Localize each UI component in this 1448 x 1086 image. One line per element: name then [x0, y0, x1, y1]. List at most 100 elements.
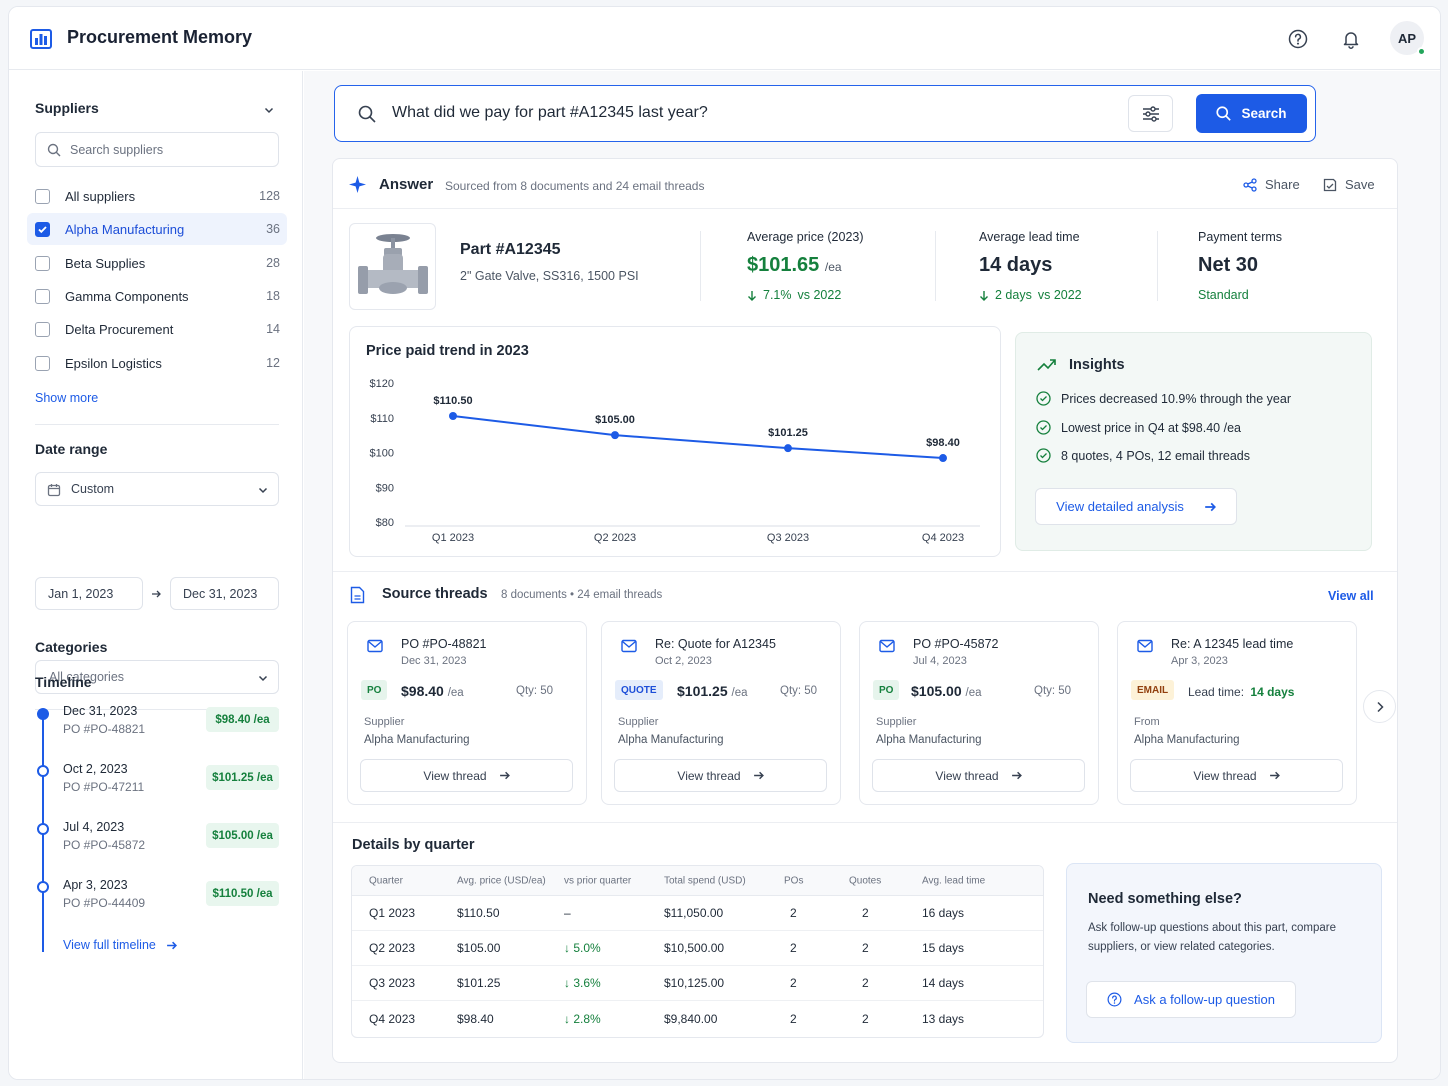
- ask-follow-up-button[interactable]: Ask a follow-up question: [1086, 981, 1296, 1018]
- view-thread-label: View thread: [423, 768, 487, 783]
- thread-price-unit: /ea: [731, 687, 748, 699]
- chart-title: Price paid trend in 2023: [366, 343, 529, 359]
- thread-from-label: From: [1134, 716, 1160, 728]
- divider: [935, 231, 936, 301]
- view-thread-button[interactable]: View thread: [360, 759, 573, 792]
- view-full-timeline-link[interactable]: View full timeline: [63, 938, 177, 952]
- carousel-next-button[interactable]: [1363, 690, 1396, 723]
- x-tick-label: Q1 2023: [432, 532, 474, 544]
- search-suppliers-input[interactable]: Search suppliers: [35, 132, 279, 167]
- view-all-link[interactable]: View all: [1328, 589, 1374, 603]
- view-thread-button[interactable]: View thread: [872, 759, 1085, 792]
- search-input[interactable]: What did we pay for part #A12345 last ye…: [392, 104, 708, 121]
- divider: [35, 709, 279, 710]
- details-title: Details by quarter: [352, 837, 475, 853]
- supplier-row[interactable]: All suppliers 128: [27, 180, 287, 212]
- share-icon: [1243, 177, 1257, 192]
- search-bar[interactable]: What did we pay for part #A12345 last ye…: [334, 85, 1316, 142]
- thread-supplier-label: Supplier: [618, 716, 659, 728]
- checkbox[interactable]: [35, 288, 50, 304]
- timeline-po[interactable]: PO #PO-44409: [63, 896, 146, 910]
- timeline-dot: [37, 765, 49, 777]
- cell-vs-prior: ↓ 5.0%: [564, 941, 601, 955]
- thread-card[interactable]: PO #PO-45872 Jul 4, 2023 PO $105.00 /ea …: [859, 621, 1099, 805]
- checkbox[interactable]: [35, 321, 50, 337]
- data-label: $105.00: [595, 414, 635, 426]
- cell-total-spend: $10,125.00: [664, 976, 725, 990]
- thread-qty: Qty: 50: [516, 685, 554, 697]
- thread-card[interactable]: PO #PO-48821 Dec 31, 2023 PO $98.40 /ea …: [347, 621, 587, 805]
- show-more-link[interactable]: Show more: [35, 391, 99, 405]
- cell-total-spend: $11,050.00: [664, 906, 724, 920]
- timeline-po[interactable]: PO #PO-48821: [63, 722, 146, 736]
- date-to-value: Dec 31, 2023: [183, 586, 258, 601]
- thread-card[interactable]: Re: Quote for A12345 Oct 2, 2023 QUOTE $…: [601, 621, 841, 805]
- divider: [700, 231, 701, 301]
- date-from-input[interactable]: Jan 1, 2023: [35, 577, 143, 610]
- insights-card: Insights Prices decreased 10.9% through …: [1015, 332, 1372, 551]
- arrow-down-icon: [748, 290, 756, 301]
- cell-pos: 2: [790, 1011, 797, 1026]
- cell-avg-price: $110.50: [457, 906, 500, 920]
- price-trend-chart: Price paid trend in 2023 $120 $110 $100 $90…: [349, 326, 1001, 557]
- view-thread-button[interactable]: View thread: [614, 759, 827, 792]
- checkbox[interactable]: [35, 355, 50, 371]
- document-icon: [350, 586, 365, 604]
- supplier-row-selected[interactable]: Alpha Manufacturing 36: [27, 213, 287, 245]
- line-chart: $120 $110 $100 $90 $80 Q1 2023 Q2 2023 Q3 2023 Q…: [370, 378, 980, 544]
- data-point: [611, 431, 619, 440]
- checkbox[interactable]: [35, 188, 50, 204]
- divider: [333, 571, 1397, 572]
- supplier-row[interactable]: Epsilon Logistics 12: [27, 347, 287, 379]
- divider: [1157, 231, 1158, 301]
- source-threads-title: Source threads: [382, 586, 488, 602]
- supplier-count: 128: [259, 189, 280, 203]
- y-tick-label: $80: [376, 517, 394, 529]
- data-label: $110.50: [433, 395, 472, 407]
- thread-date: Apr 3, 2023: [1171, 655, 1228, 667]
- kpi-delta-value: 2 days: [995, 288, 1032, 302]
- date-preset-select[interactable]: Custom: [35, 472, 279, 506]
- arrow-right-icon: [1205, 502, 1216, 511]
- view-detailed-analysis-button[interactable]: View detailed analysis: [1035, 488, 1237, 525]
- search-button[interactable]: Search: [1196, 94, 1307, 133]
- mail-icon: [367, 639, 383, 653]
- logo-icon: [30, 29, 52, 49]
- timeline-price-badge: $110.50 /ea: [206, 881, 279, 906]
- data-label: $101.25: [768, 427, 808, 439]
- date-preset-value: Custom: [71, 482, 115, 496]
- help-icon[interactable]: [1288, 29, 1308, 49]
- supplier-count: 12: [266, 356, 280, 370]
- thread-card[interactable]: Re: A 12345 lead time Apr 3, 2023 EMAIL …: [1117, 621, 1357, 805]
- thread-tag: QUOTE: [615, 680, 663, 700]
- cell-quarter: Q3 2023: [369, 976, 416, 990]
- bell-icon[interactable]: [1341, 29, 1361, 49]
- data-point: [939, 454, 947, 463]
- supplier-row[interactable]: Beta Supplies 28: [27, 247, 287, 279]
- categories-select[interactable]: All categories: [35, 660, 279, 694]
- checkbox-checked[interactable]: [35, 221, 50, 237]
- supplier-count: 14: [266, 322, 280, 336]
- sidebar: Suppliers Search suppliers All suppliers…: [9, 71, 303, 1079]
- checkbox[interactable]: [35, 255, 50, 271]
- thread-price-value: $98.40: [401, 683, 444, 699]
- x-tick-label: Q4 2023: [922, 532, 964, 544]
- timeline-po[interactable]: PO #PO-45872: [63, 838, 146, 852]
- answer-panel: Answer Sourced from 8 documents and 24 e…: [332, 158, 1398, 1063]
- date-to-input[interactable]: Dec 31, 2023: [170, 577, 279, 610]
- supplier-row[interactable]: Delta Procurement 14: [27, 313, 287, 345]
- share-button[interactable]: Share: [1243, 177, 1300, 192]
- part-image: [349, 223, 436, 310]
- view-thread-button[interactable]: View thread: [1130, 759, 1343, 792]
- avatar[interactable]: AP: [1390, 21, 1426, 56]
- filter-button[interactable]: [1128, 95, 1173, 132]
- timeline-po[interactable]: PO #PO-47211: [63, 780, 145, 794]
- thread-price-unit: /ea: [447, 687, 464, 699]
- save-button[interactable]: Save: [1323, 177, 1375, 192]
- supplier-row[interactable]: Gamma Components 18: [27, 280, 287, 312]
- chevron-down-icon[interactable]: [264, 105, 274, 115]
- timeline-price-badge: $101.25 /ea: [206, 765, 279, 790]
- date-range-heading: Date range: [35, 441, 108, 457]
- cell-vs-prior-value: 2.8%: [573, 1011, 601, 1026]
- supplier-name: Epsilon Logistics: [65, 355, 162, 371]
